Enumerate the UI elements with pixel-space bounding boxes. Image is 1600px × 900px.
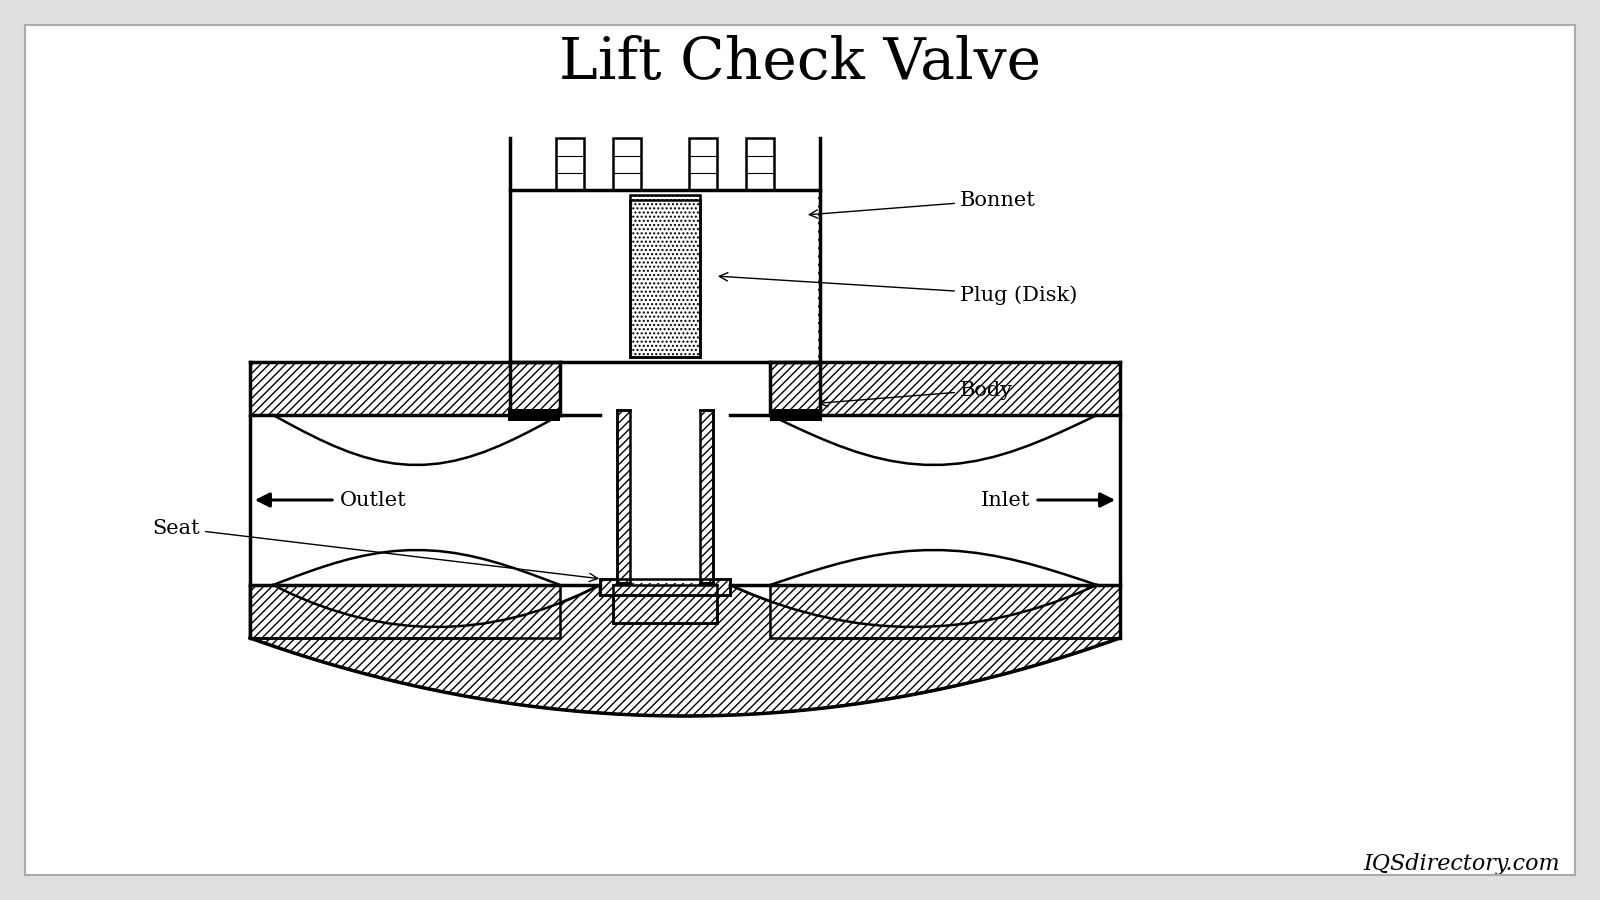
Polygon shape (618, 410, 630, 583)
Bar (560, 370, 770, 583)
Bar (250, 415, 600, 585)
Polygon shape (250, 585, 1120, 716)
Polygon shape (770, 362, 1120, 415)
Polygon shape (770, 585, 1120, 638)
Bar (770, 409, 822, 421)
Bar (746, 138, 774, 190)
Polygon shape (613, 585, 717, 623)
Text: Plug (Disk): Plug (Disk) (720, 273, 1077, 305)
Bar (512, 190, 818, 362)
Text: Seat: Seat (152, 518, 598, 581)
Polygon shape (510, 190, 819, 362)
Polygon shape (600, 579, 730, 595)
Bar (557, 138, 584, 190)
Text: Bonnet: Bonnet (810, 191, 1035, 218)
Bar (690, 138, 717, 190)
Text: Outlet: Outlet (339, 491, 406, 509)
Text: IQSdirectory.com: IQSdirectory.com (1363, 853, 1560, 875)
Bar (730, 415, 1120, 585)
Polygon shape (250, 362, 560, 415)
Text: Lift Check Valve: Lift Check Valve (558, 35, 1042, 91)
Polygon shape (250, 585, 560, 638)
Bar (630, 195, 701, 357)
Text: Inlet: Inlet (981, 491, 1030, 509)
Polygon shape (701, 410, 714, 583)
Bar (630, 195, 701, 357)
Polygon shape (770, 362, 821, 415)
Bar (509, 409, 560, 421)
Bar (630, 410, 701, 583)
Polygon shape (510, 362, 560, 415)
Text: Body: Body (819, 381, 1013, 407)
Bar (613, 138, 642, 190)
